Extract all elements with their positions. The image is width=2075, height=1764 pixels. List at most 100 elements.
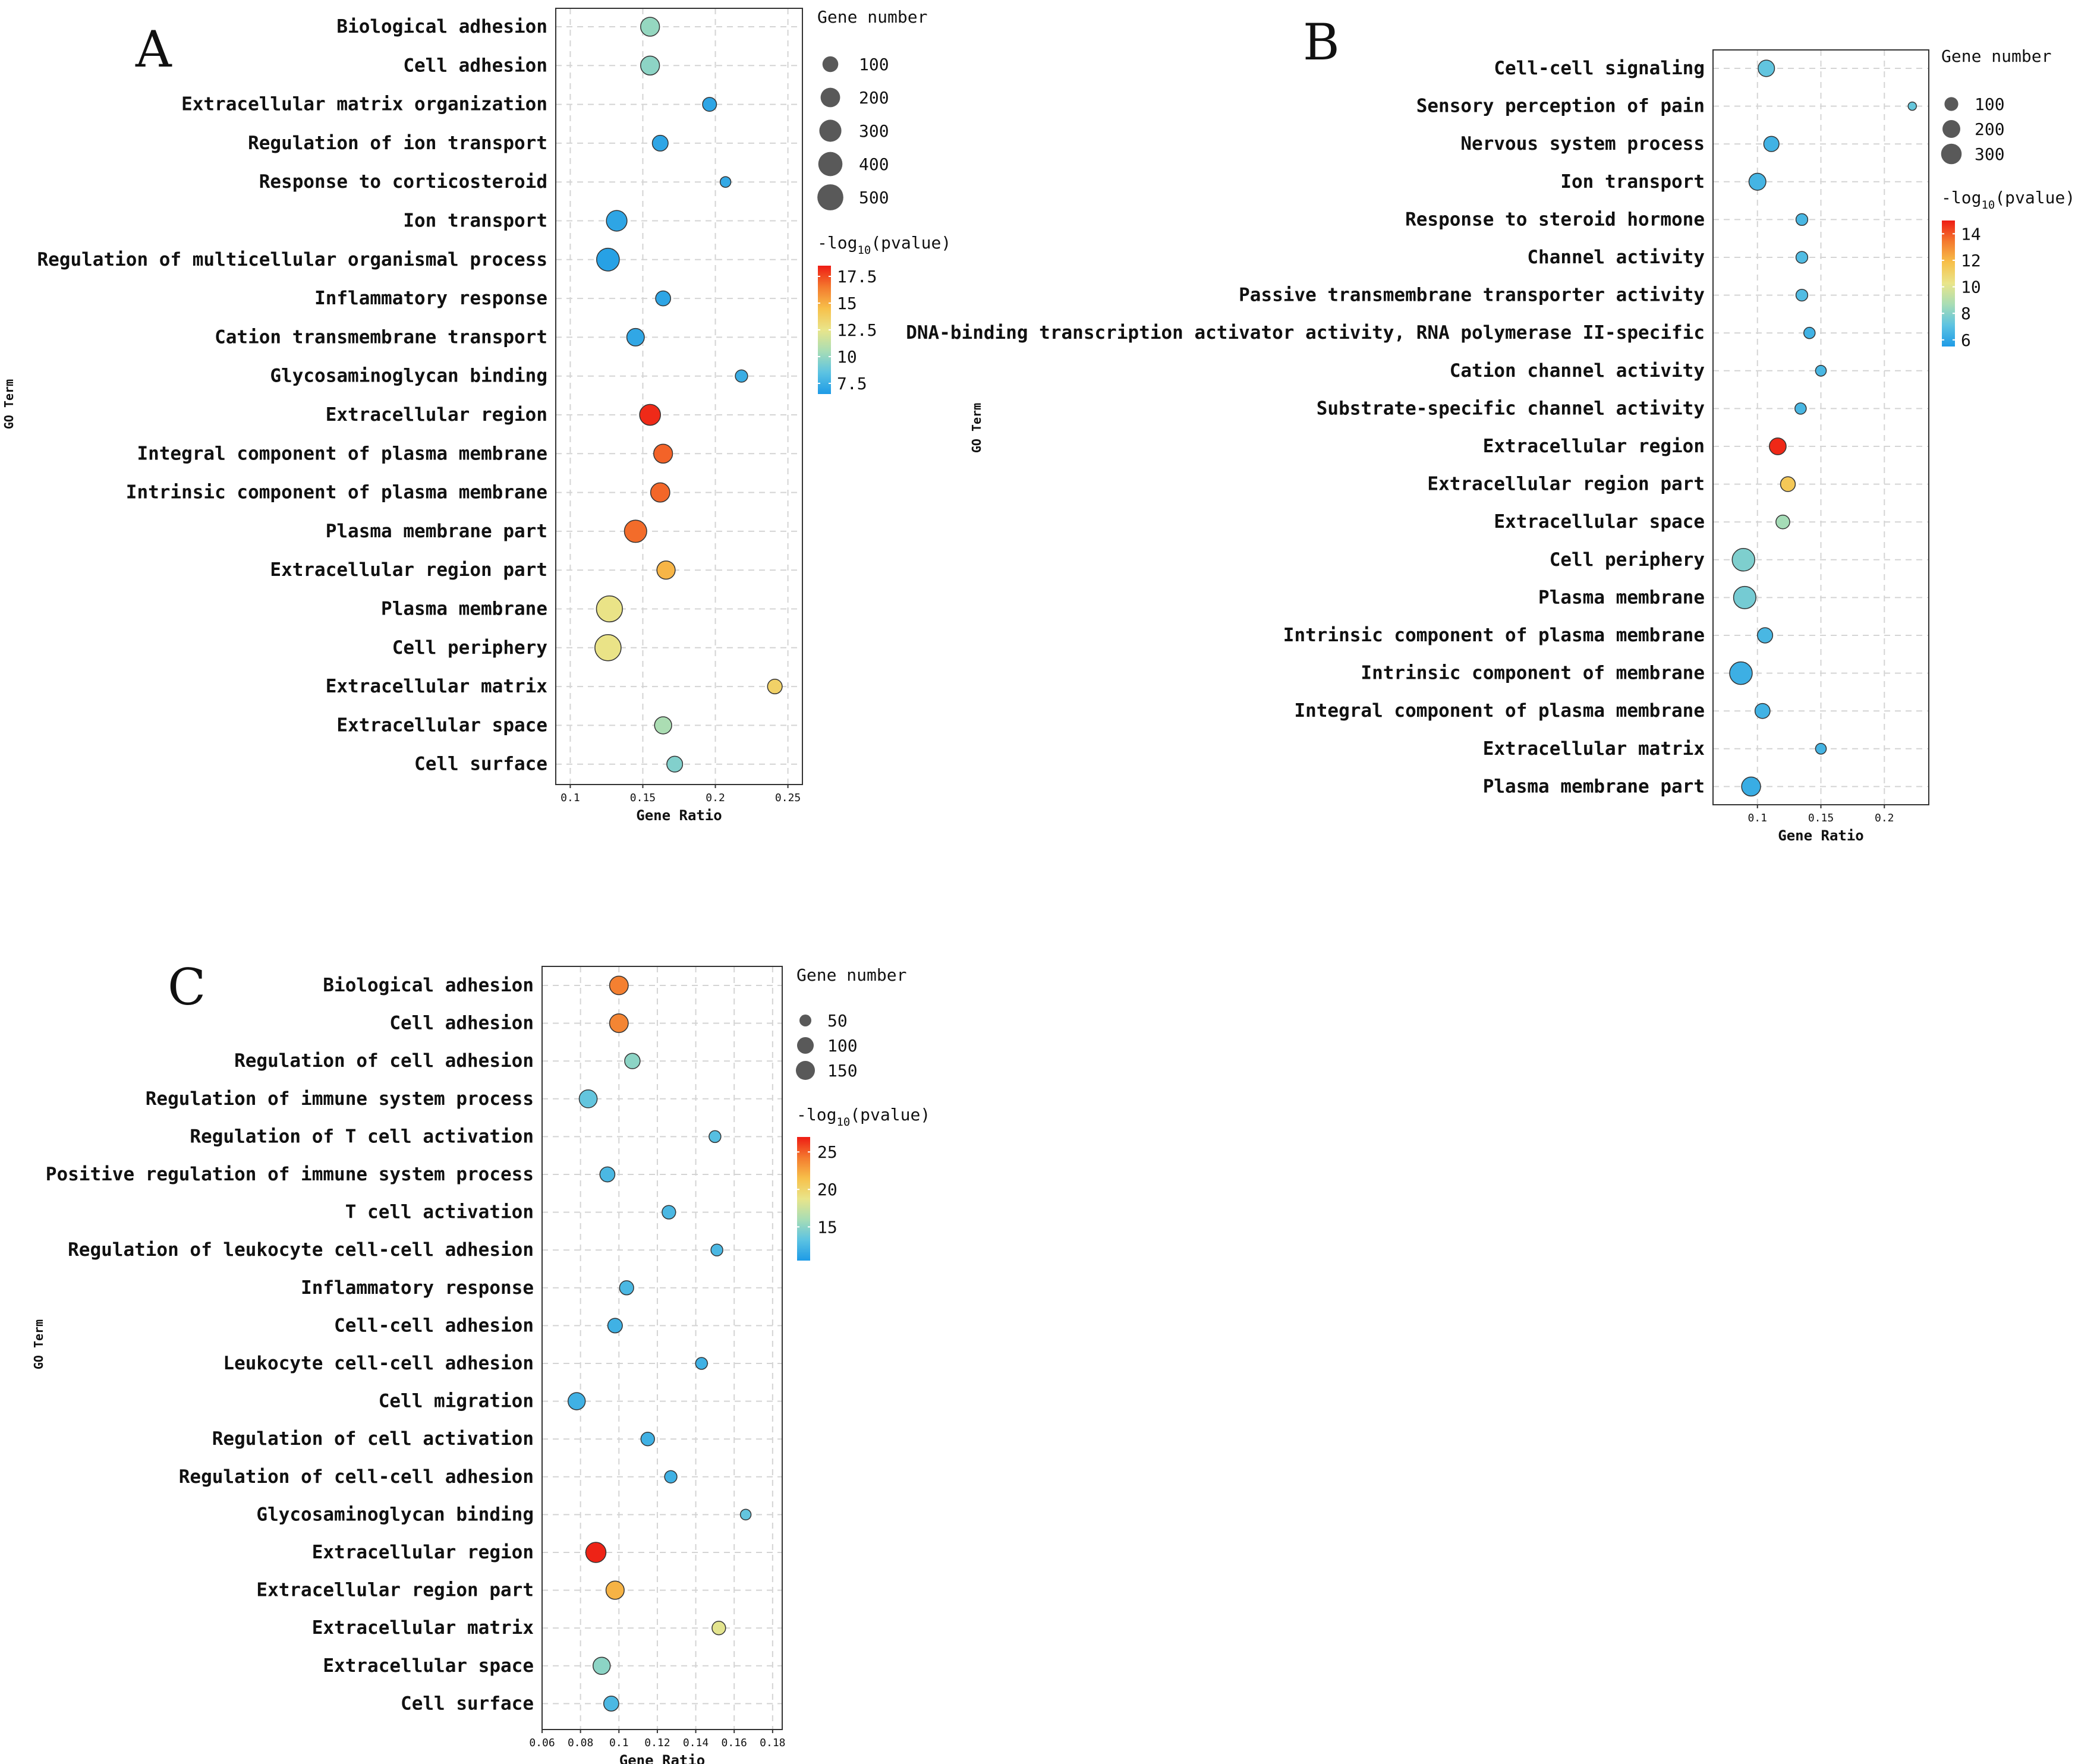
term-label: Regulation of T cell activation [190,1126,534,1147]
data-point [1754,703,1771,719]
x-axis-title: Gene Ratio [619,1752,706,1764]
color-legend-label: 10 [837,347,857,367]
term-label: Response to corticosteroid [259,171,547,193]
color-legend-label: 14 [1961,224,1981,244]
data-point [664,1470,678,1483]
size-legend-dot [818,152,843,177]
term-label: Leukocyte cell-cell adhesion [223,1353,534,1374]
x-tick-label: 0.1 [561,792,580,804]
size-legend: Gene number 100 200 300 400 500 [817,7,927,210]
data-point [695,1357,708,1370]
data-point [578,1089,598,1108]
color-legend-title-prefix: -log [817,233,857,253]
data-point [640,1432,655,1447]
term-label: Regulation of cell-cell adhesion [179,1466,534,1488]
data-point [594,634,622,662]
term-label: Regulation of cell adhesion [234,1050,534,1072]
term-label: Cell-cell signaling [1494,58,1705,79]
term-label: Inflammatory response [301,1277,534,1299]
y-axis-title: GO Term [969,403,984,453]
data-point [1731,548,1755,572]
color-legend: -log10(pvalue) 15 20 25 [796,1105,930,1261]
term-label: Cell-cell adhesion [334,1315,534,1336]
term-label: Glycosaminoglycan binding [256,1504,534,1525]
data-point [1729,661,1753,685]
data-point [651,134,669,152]
term-label: Integral component of plasma membrane [1294,700,1705,722]
term-label: Extracellular matrix [312,1617,534,1639]
x-axis-title: Gene Ratio [636,807,722,824]
term-labels: Biological adhesion Cell adhesion Extracel… [37,16,547,775]
data-point [639,404,661,426]
x-axis-title: Gene Ratio [1778,827,1864,844]
data-point [1794,402,1807,415]
data-point [1763,136,1780,152]
x-tick-label: 0.15 [630,792,656,804]
term-label: Cell migration [379,1391,534,1412]
data-point [1769,437,1787,455]
color-legend-label: 17.5 [837,267,877,286]
data-point [662,1205,676,1220]
term-label: Ion transport [403,210,547,232]
data-point [1803,326,1816,339]
data-point [640,55,660,75]
panel-letter: C [168,958,206,1016]
term-label: Extracellular region part [256,1580,534,1601]
term-label: Intrinsic component of membrane [1361,663,1705,684]
data-point [592,1656,611,1675]
data-point [640,17,660,37]
size-legend-dot [822,56,839,73]
size-legend-dot [799,1015,811,1026]
data-point [650,482,670,503]
x-axis-ticks: 0.1 0.15 0.2 [1747,805,1894,824]
color-legend-title: -log10(pvalue) [817,233,951,257]
data-point [1815,364,1827,377]
color-bar [797,1137,810,1261]
data-point [654,716,672,735]
data-point [711,1621,726,1636]
data-point [1795,213,1809,226]
size-legend-label: 150 [827,1061,858,1081]
x-axis-ticks: 0.1 0.15 0.2 0.25 [561,785,801,804]
data-point [653,443,673,464]
x-tick-label: 0.08 [568,1737,593,1749]
data-point [619,1280,634,1296]
color-legend-title-subscript: 10 [857,244,871,257]
color-legend-label: 25 [817,1142,837,1162]
term-label: T cell activation [345,1202,534,1223]
term-label: Glycosaminoglycan binding [270,366,547,387]
color-legend-label: 7.5 [837,374,867,393]
term-label: Regulation of immune system process [146,1088,534,1110]
term-label: Cell adhesion [389,1013,534,1034]
data-point [1756,627,1774,644]
term-label: Sensory perception of pain [1416,96,1705,117]
size-legend-label: 300 [859,121,889,141]
data-point [767,679,783,695]
grid-lines [541,966,782,1730]
term-label: Nervous system process [1460,133,1705,155]
data-point [624,1053,641,1069]
data-point [1733,585,1756,609]
size-legend-dot [820,87,840,108]
size-legend-dot [1941,143,1962,165]
term-label: Positive regulation of immune system pro… [46,1164,534,1185]
term-label: Cell periphery [1550,549,1705,571]
data-point [1748,172,1767,191]
term-label: Extracellular space [336,714,547,736]
data-point [656,560,676,580]
size-legend-label: 500 [859,188,889,207]
data-point [609,1013,629,1034]
color-bar [1942,220,1955,346]
plot-frame [541,966,783,1730]
size-legend-title: Gene number [796,965,906,985]
term-label: Cell surface [401,1693,534,1714]
data-point [1741,776,1761,797]
term-label: Extracellular region [326,404,547,426]
color-legend-title-suffix: (pvalue) [871,233,951,253]
term-label: Plasma membrane [1538,587,1705,608]
term-label: Regulation of multicellular organismal p… [37,249,547,270]
data-point [599,1166,616,1183]
term-label: Extracellular matrix [1483,738,1705,760]
